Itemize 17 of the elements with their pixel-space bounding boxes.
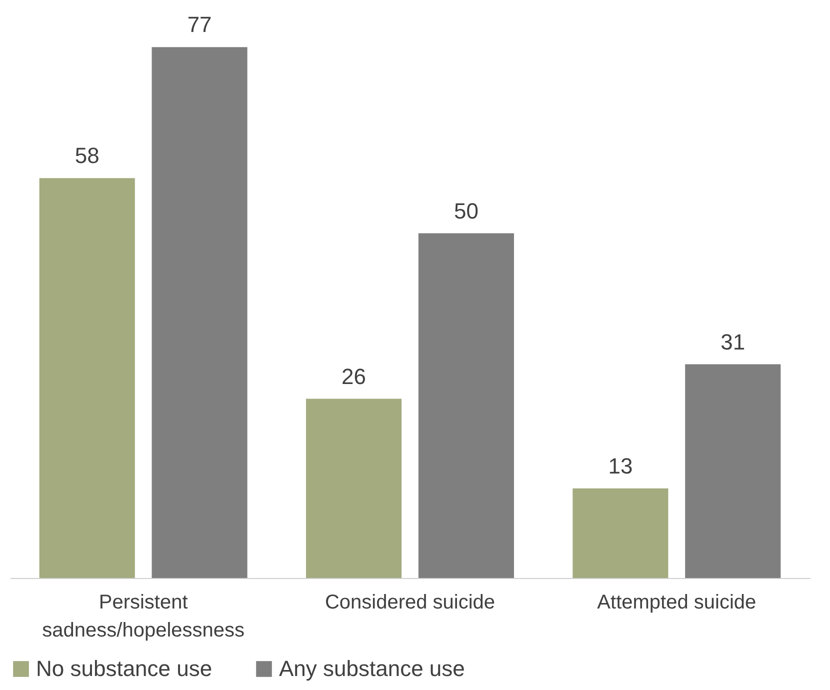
legend-label: No substance use — [36, 656, 212, 681]
legend-label: Any substance use — [279, 656, 465, 681]
bar — [39, 178, 135, 578]
data-label: 13 — [608, 453, 633, 478]
bar — [685, 364, 781, 578]
data-label: 31 — [720, 329, 746, 354]
bar — [572, 488, 668, 578]
bar — [306, 398, 402, 578]
bar — [152, 47, 248, 578]
x-tick-label: Attempted suicide — [597, 592, 756, 614]
data-label: 77 — [187, 12, 212, 38]
data-label: 58 — [74, 143, 100, 168]
bar — [418, 233, 514, 578]
data-label: 50 — [454, 198, 478, 224]
x-tick-label: Considered suicide — [324, 592, 496, 614]
data-label: 26 — [342, 364, 366, 389]
x-tick-label: Persistent sadness/hopelessness — [42, 592, 245, 642]
